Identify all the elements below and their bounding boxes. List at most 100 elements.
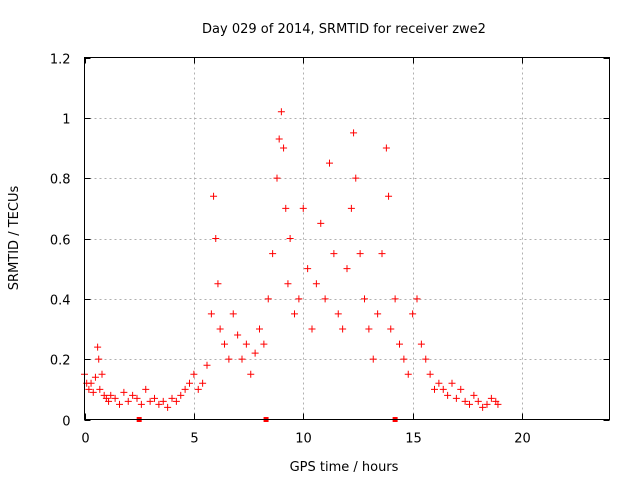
data-point <box>177 391 185 399</box>
data-point <box>89 388 97 396</box>
plot-frame <box>84 57 610 420</box>
data-point <box>356 250 364 258</box>
data-point <box>330 250 338 258</box>
data-point <box>282 204 290 212</box>
data-point <box>199 379 207 387</box>
tick-labels: 0 0.2 0.4 0.6 0.8 1 1.2 0 5 10 15 20 <box>50 53 531 447</box>
data-point <box>238 355 246 363</box>
data-point <box>452 394 460 402</box>
y-tick-label: 0.8 <box>50 173 71 188</box>
x-tick-label: 0 <box>81 432 89 447</box>
data-point <box>409 310 417 318</box>
data-point <box>164 403 172 411</box>
data-point <box>273 174 281 182</box>
data-point <box>85 385 93 393</box>
data-point <box>95 355 103 363</box>
data-point <box>404 370 412 378</box>
y-axis-label: SRMTID / TECUs <box>7 186 22 291</box>
data-point <box>483 400 491 408</box>
data-point <box>256 325 263 333</box>
data-point <box>350 129 358 137</box>
x-tick-label: 15 <box>405 432 422 447</box>
data-point <box>87 379 95 387</box>
data-point <box>212 235 220 242</box>
x-tick-label: 5 <box>190 432 198 447</box>
data-point <box>142 385 150 393</box>
data-point <box>225 355 233 363</box>
data-point <box>264 295 272 303</box>
data-point <box>146 397 154 405</box>
data-point <box>172 397 180 405</box>
data-point <box>284 280 292 288</box>
data-point <box>124 397 132 405</box>
data-point <box>105 397 113 405</box>
data-point <box>413 295 421 303</box>
y-tick-label: 0 <box>62 415 70 430</box>
data-point <box>98 370 106 378</box>
data-point <box>435 379 443 387</box>
data-point <box>369 355 377 363</box>
data-point <box>242 340 250 348</box>
data-point <box>487 394 495 402</box>
data-point <box>365 325 373 333</box>
data-point <box>339 325 347 333</box>
data-point <box>203 361 211 369</box>
data-point <box>448 379 456 387</box>
data-point <box>374 310 382 318</box>
y-tick-label: 0.6 <box>50 234 71 249</box>
data-point <box>308 325 316 333</box>
data-point <box>317 219 325 227</box>
data-point <box>210 192 218 200</box>
data-point <box>470 391 478 399</box>
data-point <box>457 385 465 393</box>
data-point <box>352 174 360 182</box>
data-point <box>396 340 403 348</box>
data-point <box>321 295 329 303</box>
data-point <box>251 349 259 357</box>
data-point <box>291 310 298 318</box>
data-point <box>444 391 452 399</box>
data-point <box>129 391 137 399</box>
data-point <box>96 385 104 393</box>
data-point <box>387 325 395 333</box>
data-point <box>190 370 198 378</box>
data-point <box>431 385 438 393</box>
y-tick-label: 0.2 <box>50 354 71 369</box>
data-point <box>347 204 355 212</box>
data-point <box>426 370 434 378</box>
data-point <box>439 385 447 393</box>
data-point <box>159 397 167 405</box>
data-point <box>400 355 408 363</box>
data-point <box>137 400 145 408</box>
data-point <box>295 295 303 303</box>
y-tick-label: 1 <box>62 113 70 128</box>
data-point <box>120 388 128 396</box>
data-point <box>216 325 224 333</box>
data-point <box>269 250 277 258</box>
data-point <box>461 397 469 405</box>
data-point <box>361 295 368 303</box>
data-point <box>234 331 242 339</box>
grid-lines <box>84 57 610 420</box>
data-point <box>91 373 99 381</box>
chart-title: Day 029 of 2014, SRMTID for receiver zwe… <box>202 22 486 37</box>
data-point <box>168 394 176 402</box>
y-tick-label: 0.4 <box>50 294 71 309</box>
x-tick-label: 10 <box>295 432 312 447</box>
data-point <box>304 265 312 273</box>
data-point <box>214 280 222 288</box>
data-point <box>417 340 425 348</box>
data-point <box>260 340 268 348</box>
data-point <box>280 144 288 152</box>
data-point <box>111 394 119 402</box>
data-point <box>422 355 430 363</box>
data-point <box>334 310 342 318</box>
data-point <box>466 400 473 408</box>
data-point <box>116 400 123 408</box>
data-point <box>326 159 333 167</box>
data-point <box>474 397 482 405</box>
data-point <box>391 295 399 303</box>
data-point <box>186 379 193 387</box>
y-tick-label: 1.2 <box>50 53 71 68</box>
